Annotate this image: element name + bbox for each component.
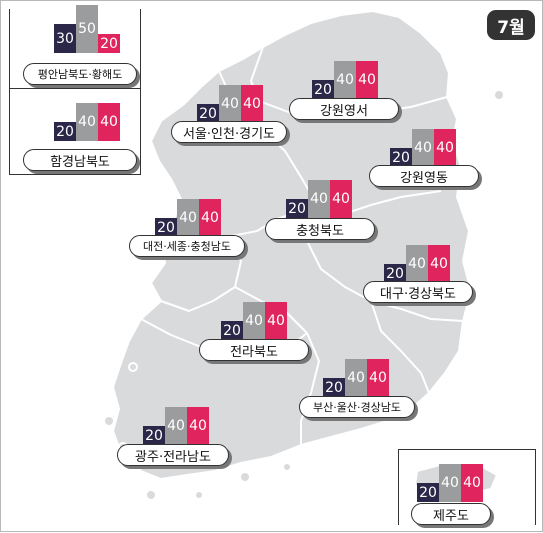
pink-bar: 40: [187, 407, 209, 445]
pink-bar: 40: [461, 464, 483, 502]
gray-bar: 40: [243, 302, 265, 340]
region-label: 서울·인천·경기도: [171, 121, 287, 143]
gray-bar: 50: [76, 5, 98, 53]
region-label: 평안남북도·황해도: [23, 63, 137, 85]
gray-bar: 40: [308, 180, 330, 218]
region-label: 충청북도: [265, 218, 375, 240]
region-bars: 20 40 40: [155, 189, 221, 237]
region-bars: 20 40 40: [221, 292, 287, 340]
gray-bar: 40: [406, 245, 428, 283]
north-west-inset: [9, 9, 141, 89]
navy-bar: 20: [312, 80, 334, 99]
gray-bar: 40: [219, 85, 241, 123]
navy-bar: 20: [54, 122, 76, 141]
region-label: 부산·울산·경상남도: [299, 396, 415, 418]
gray-bar: 40: [76, 103, 98, 141]
region-bars: 20 40 40: [390, 119, 456, 167]
pink-bar: 40: [367, 359, 389, 397]
region-label: 제주도: [411, 503, 491, 525]
navy-bar: 20: [221, 321, 243, 340]
navy-bar: 20: [197, 104, 219, 123]
region-bars: 20 40 40: [323, 349, 389, 397]
navy-bar: 20: [323, 378, 345, 397]
region-bars: 20 40 40: [312, 51, 378, 99]
navy-bar: 30: [54, 24, 76, 53]
navy-bar: 20: [417, 483, 439, 502]
region-label: 강원영동: [369, 165, 479, 187]
gray-bar: 40: [345, 359, 367, 397]
pink-bar: 40: [428, 245, 450, 283]
region-label: 함경남북도: [23, 149, 137, 171]
navy-bar: 20: [286, 199, 308, 218]
pink-bar: 40: [434, 129, 456, 167]
gray-bar: 40: [412, 129, 434, 167]
gray-bar: 40: [165, 407, 187, 445]
region-bars: 20 40 40: [286, 170, 352, 218]
pink-bar: 40: [265, 302, 287, 340]
month-badge: 7월: [487, 10, 535, 40]
gray-bar: 40: [177, 199, 199, 237]
north-east-inset: [9, 89, 141, 175]
region-bars: 30 50 20: [54, 5, 120, 53]
region-label: 광주·전라남도: [117, 444, 229, 466]
region-bars: 20 40 40: [384, 235, 450, 283]
navy-bar: 20: [384, 264, 406, 283]
pink-bar: 40: [241, 85, 263, 123]
navy-bar: 20: [155, 218, 177, 237]
region-bars: 20 40 40: [197, 75, 263, 123]
gray-bar: 40: [334, 61, 356, 99]
navy-bar: 20: [390, 148, 412, 167]
pink-bar: 40: [98, 103, 120, 141]
jeju-inset: [398, 449, 536, 525]
region-label: 대구·경상북도: [363, 281, 473, 303]
gray-bar: 40: [439, 464, 461, 502]
region-label: 대전·세종·충청남도: [129, 235, 245, 257]
region-bars: 20 40 40: [417, 454, 483, 502]
navy-bar: 20: [143, 426, 165, 445]
pink-bar: 40: [199, 199, 221, 237]
pink-bar: 40: [330, 180, 352, 218]
region-label: 전라북도: [199, 339, 309, 361]
region-bars: 20 40 40: [54, 93, 120, 141]
pink-bar: 20: [98, 34, 120, 53]
region-bars: 20 40 40: [143, 397, 209, 445]
region-label: 강원영서: [289, 98, 399, 120]
pink-bar: 40: [356, 61, 378, 99]
